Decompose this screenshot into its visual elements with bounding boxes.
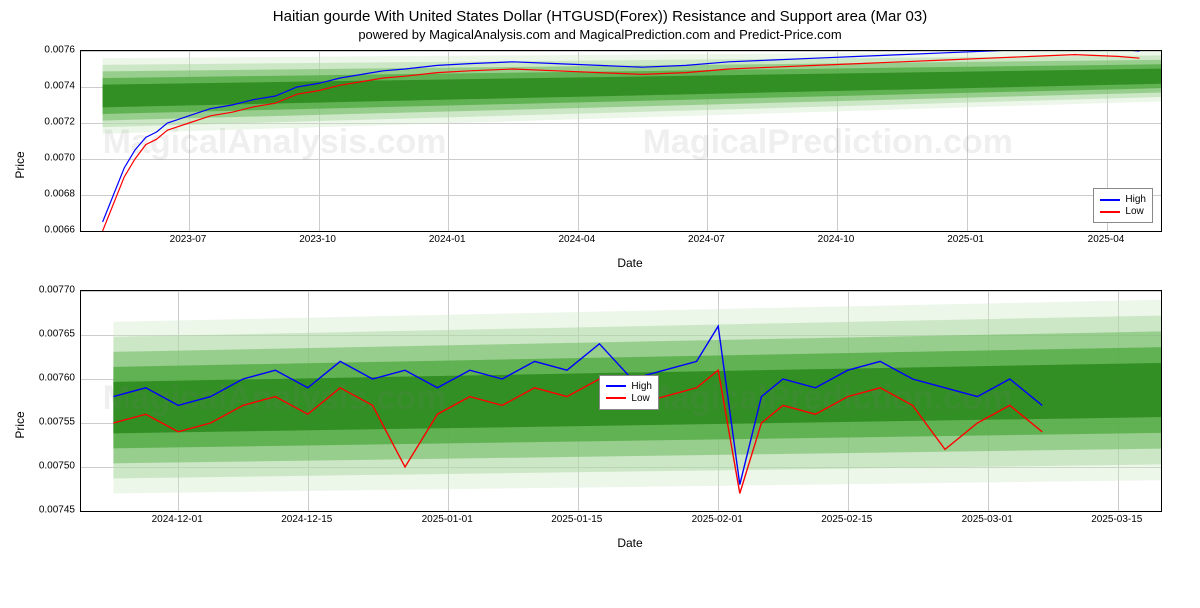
- chart-1-xticks: 2023-07 2023-10 2024-01 2024-04 2024-07 2024-…: [80, 234, 1160, 250]
- chart-1-wrap: Price MagicalAnalysis.comMagicalPredicti…: [80, 50, 1180, 280]
- y-tick-label: 0.00765: [20, 329, 75, 340]
- y-tick-label: 0.0066: [20, 225, 75, 236]
- legend: HighLow: [599, 375, 659, 410]
- x-tick-label: 2024-10: [818, 234, 855, 245]
- chart-1-area: MagicalAnalysis.comMagicalPrediction.com…: [80, 50, 1162, 232]
- legend-swatch: [1100, 211, 1120, 213]
- x-tick-label: 2025-02-01: [692, 514, 743, 525]
- x-tick-label: 2023-10: [299, 234, 336, 245]
- legend-item: Low: [1100, 206, 1146, 217]
- x-tick-label: 2025-04: [1088, 234, 1125, 245]
- legend-swatch: [1100, 199, 1120, 201]
- legend-item: High: [606, 381, 652, 392]
- x-tick-label: 2025-02-15: [821, 514, 872, 525]
- y-tick-label: 0.00760: [20, 373, 75, 384]
- legend-item: Low: [606, 393, 652, 404]
- y-tick-label: 0.00750: [20, 461, 75, 472]
- sub-title: powered by MagicalAnalysis.com and Magic…: [0, 27, 1200, 42]
- legend-label: Low: [1125, 206, 1143, 217]
- x-tick-label: 2023-07: [170, 234, 207, 245]
- chart-1-xlabel: Date: [80, 256, 1180, 270]
- x-tick-label: 2024-04: [558, 234, 595, 245]
- x-tick-label: 2024-01: [429, 234, 466, 245]
- y-tick-label: 0.0074: [20, 81, 75, 92]
- x-tick-label: 2025-03-15: [1091, 514, 1142, 525]
- chart-container: Haitian gourde With United States Dollar…: [0, 8, 1200, 608]
- gridline-h: [81, 231, 1161, 232]
- chart-1-yticks: 0.00660.00680.00700.00720.00740.0076: [20, 50, 75, 230]
- x-tick-label: 2025-01: [947, 234, 984, 245]
- y-tick-label: 0.0076: [20, 45, 75, 56]
- chart-2-yticks: 0.007450.007500.007550.007600.007650.007…: [20, 290, 75, 510]
- chart-2-area: MagicalAnalysis.comMagicalPrediction.com…: [80, 290, 1162, 512]
- gridline-h: [81, 511, 1161, 512]
- x-tick-label: 2024-12-01: [152, 514, 203, 525]
- y-tick-label: 0.00755: [20, 417, 75, 428]
- legend-item: High: [1100, 194, 1146, 205]
- x-tick-label: 2024-07: [688, 234, 725, 245]
- chart-2-xlabel: Date: [80, 536, 1180, 550]
- legend-label: High: [1125, 194, 1146, 205]
- legend-swatch: [606, 397, 626, 399]
- legend-label: Low: [631, 393, 649, 404]
- main-title: Haitian gourde With United States Dollar…: [0, 8, 1200, 25]
- x-tick-label: 2024-12-15: [281, 514, 332, 525]
- chart-2-wrap: Price MagicalAnalysis.comMagicalPredicti…: [80, 290, 1180, 560]
- chart-2-xticks: 2024-12-01 2024-12-15 2025-01-01 2025-01-15…: [80, 514, 1160, 530]
- y-tick-label: 0.0068: [20, 189, 75, 200]
- x-tick-label: 2025-03-01: [962, 514, 1013, 525]
- legend-swatch: [606, 385, 626, 387]
- y-tick-label: 0.00745: [20, 505, 75, 516]
- x-tick-label: 2025-01-01: [422, 514, 473, 525]
- legend: HighLow: [1093, 188, 1153, 223]
- y-tick-label: 0.00770: [20, 285, 75, 296]
- y-tick-label: 0.0070: [20, 153, 75, 164]
- x-tick-label: 2025-01-15: [551, 514, 602, 525]
- series-high-line: [81, 51, 1161, 231]
- legend-label: High: [631, 381, 652, 392]
- y-tick-label: 0.0072: [20, 117, 75, 128]
